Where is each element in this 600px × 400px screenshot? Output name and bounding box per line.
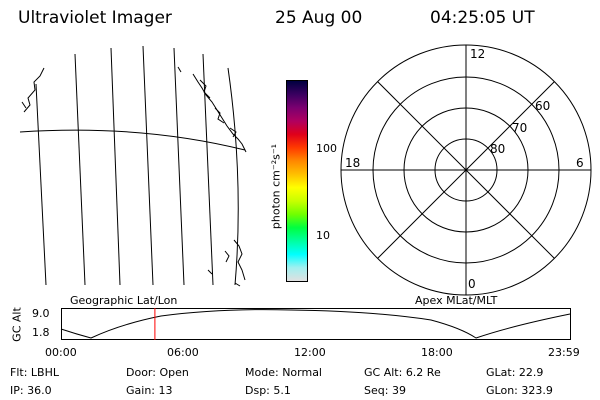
footer-seq: Seq: 39 <box>364 384 406 397</box>
lat-label-60: 60 <box>535 99 550 113</box>
geographic-map <box>19 45 247 287</box>
xtick-0000: 00:00 <box>45 346 77 359</box>
footer-gc-alt: GC Alt: 6.2 Re <box>364 366 441 379</box>
altitude-ytick-max: 9.0 <box>32 307 50 320</box>
xtick-1200: 12:00 <box>294 346 326 359</box>
xtick-1800: 18:00 <box>421 346 453 359</box>
footer-gain: Gain: 13 <box>126 384 173 397</box>
colorbar-tick-100: 100 <box>316 142 337 155</box>
lat-label-80: 80 <box>490 142 505 156</box>
lat-label-70: 70 <box>512 121 527 135</box>
instrument-title: Ultraviolet Imager <box>18 8 172 28</box>
altitude-curve <box>60 309 571 339</box>
date-label: 25 Aug 00 <box>275 8 363 28</box>
footer-glon: GLon: 323.9 <box>486 384 553 397</box>
footer-ip: IP: 36.0 <box>10 384 52 397</box>
xtick-2359: 23:59 <box>548 346 580 359</box>
colorbar-unit-label: photon cm⁻²s⁻¹ <box>269 143 283 230</box>
time-label: 04:25:05 UT <box>430 8 535 28</box>
altitude-ytick-min: 1.8 <box>32 326 50 339</box>
footer-dsp: Dsp: 5.1 <box>245 384 291 397</box>
apex-label: Apex MLat/MLT <box>415 294 498 307</box>
mlt-label-12: 12 <box>470 47 485 61</box>
mlt-label-0: 0 <box>468 277 476 291</box>
altitude-plot <box>60 308 571 340</box>
altitude-ylabel: GC Alt <box>10 307 24 342</box>
footer-mode: Mode: Normal <box>245 366 322 379</box>
color-bar <box>286 80 308 282</box>
footer-door: Door: Open <box>126 366 189 379</box>
mlt-label-18: 18 <box>345 156 360 170</box>
mlt-label-6: 6 <box>576 156 584 170</box>
footer-flt: Flt: LBHL <box>10 366 59 379</box>
colorbar-tick-10: 10 <box>316 229 330 242</box>
polar-plot: 12 18 6 0 60 70 80 <box>340 44 592 296</box>
geographic-label: Geographic Lat/Lon <box>70 294 178 307</box>
xtick-0600: 06:00 <box>167 346 199 359</box>
footer-glat: GLat: 22.9 <box>486 366 544 379</box>
